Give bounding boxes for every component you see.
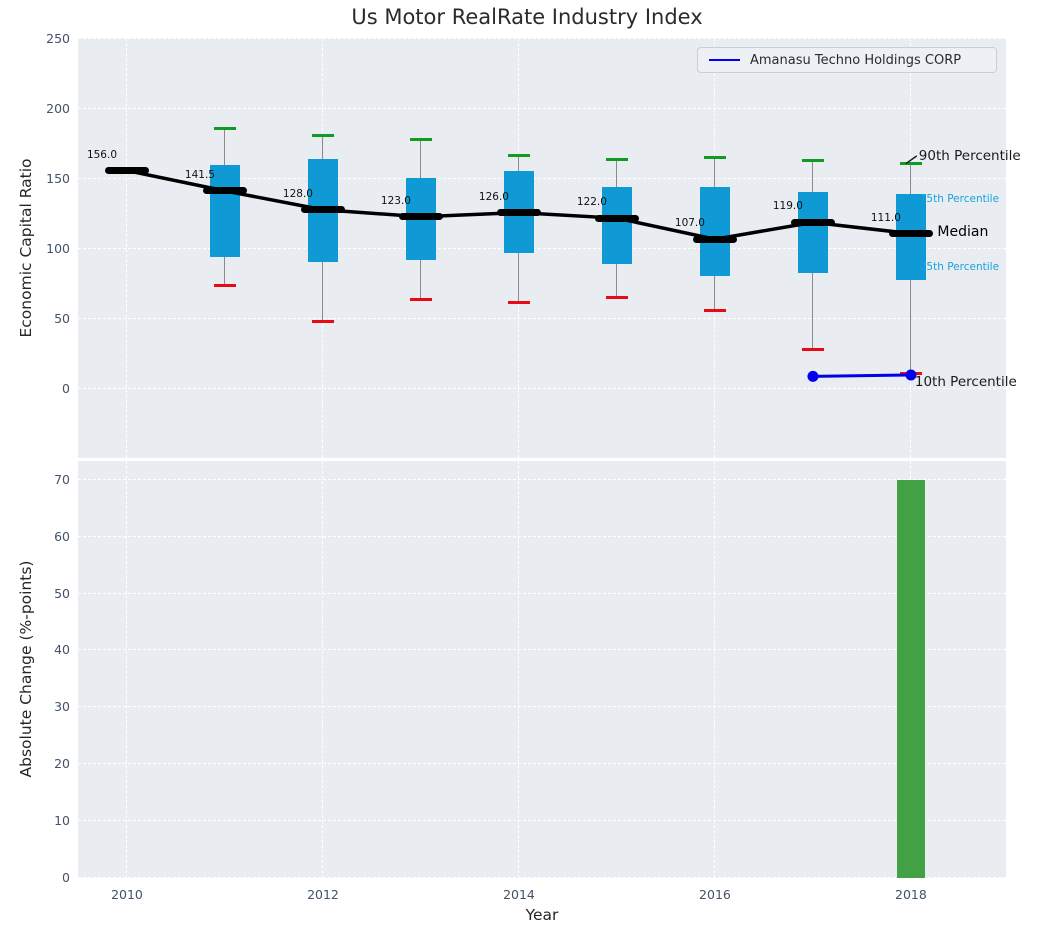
gridline-v-2010 (125, 38, 127, 458)
ytick-bottom-10: 10 (54, 813, 70, 829)
box-2015 (601, 187, 632, 265)
p90-cap-2015 (605, 157, 628, 161)
box-2017 (797, 191, 828, 273)
median-value-label-2016: 107.0 (674, 217, 705, 230)
p90-cap-2017 (801, 159, 824, 163)
ytick-bottom-30: 30 (54, 699, 70, 715)
median-marker-2016 (692, 235, 737, 243)
ytick-top-50: 50 (54, 310, 70, 326)
annotation-90th-percentile: 90th Percentile (918, 147, 1021, 164)
p10-cap-2012 (311, 320, 334, 324)
bar-2018 (896, 480, 925, 878)
gridline-h-100 (78, 247, 1006, 249)
annotation-leader-90th-percentile (905, 155, 918, 165)
x-axis-label: Year (525, 906, 559, 924)
gridline-h-0 (78, 877, 1006, 878)
xtick-2018: 2018 (895, 887, 927, 902)
ytick-top-0: 0 (62, 380, 70, 396)
median-marker-2017 (790, 218, 835, 226)
box-2016 (699, 187, 730, 276)
gridline-v-2010 (125, 461, 127, 878)
annotation-75th-percentile: 75th Percentile (919, 192, 1000, 205)
p90-cap-2013 (409, 138, 432, 142)
gridline-h-60 (78, 535, 1006, 537)
gridline-h-50 (78, 592, 1006, 594)
ytick-top-200: 200 (46, 100, 70, 116)
chart-title: Us Motor RealRate Industry Index (351, 5, 703, 29)
p90-cap-2016 (703, 156, 726, 160)
top-subplot-lines (126, 155, 918, 382)
gridline-h-10 (78, 820, 1006, 822)
ytick-bottom-20: 20 (54, 756, 70, 772)
annotation-median: Median (937, 223, 989, 240)
legend-label: Amanasu Techno Holdings CORP (750, 52, 962, 68)
legend-line-swatch (709, 59, 740, 61)
p10-cap-2013 (409, 297, 432, 301)
p10-cap-2014 (507, 300, 530, 304)
p10-cap-2015 (605, 296, 628, 300)
bottom-subplot (78, 461, 1006, 878)
annotation-25th-percentile: 25th Percentile (919, 260, 1000, 273)
xtick-2016: 2016 (699, 887, 731, 902)
gridline-h-250 (78, 37, 1006, 39)
median-marker-2014 (496, 209, 541, 217)
gridline-h-70 (78, 478, 1006, 480)
gridline-h-30 (78, 706, 1006, 708)
legend: Amanasu Techno Holdings CORP (697, 47, 997, 73)
median-value-label-2018: 111.0 (870, 211, 901, 224)
median-value-label-2017: 119.0 (772, 200, 803, 213)
gridline-h-200 (78, 107, 1006, 109)
ytick-bottom-40: 40 (54, 642, 70, 658)
ytick-bottom-0: 0 (62, 870, 70, 885)
gridline-h-50 (78, 317, 1006, 319)
p10-cap-2017 (801, 348, 824, 352)
xtick-2014: 2014 (503, 887, 535, 902)
median-marker-2018 (888, 230, 933, 238)
ytick-bottom-70: 70 (54, 471, 70, 487)
median-value-label-2014: 126.0 (478, 190, 509, 203)
gridline-h-40 (78, 649, 1006, 651)
gridline-h-150 (78, 177, 1006, 179)
median-marker-2010 (104, 167, 149, 175)
gridline-h-20 (78, 763, 1006, 765)
ytick-bottom-50: 50 (54, 585, 70, 601)
gridline-v-2016 (713, 461, 715, 878)
box-2018 (895, 194, 926, 280)
p90-cap-2012 (311, 134, 334, 138)
top-subplot: 156.0 141.5 128.0 123.0 126.0 122.0 107.0 119.0… (78, 37, 1021, 458)
median-marker-2015 (594, 214, 639, 222)
median-marker-2013 (398, 213, 443, 221)
p90-cap-2011 (213, 127, 236, 131)
median-value-label-2012: 128.0 (282, 187, 313, 200)
p90-cap-2018 (899, 162, 922, 166)
median-marker-2012 (300, 206, 345, 214)
median-marker-2011 (202, 187, 247, 195)
p90-cap-2014 (507, 153, 530, 157)
gridline-h-0 (78, 387, 1006, 389)
xtick-2012: 2012 (307, 887, 339, 902)
company-point-2017 (807, 370, 819, 382)
ytick-top-100: 100 (46, 240, 70, 256)
ytick-top-250: 250 (46, 30, 70, 46)
p10-cap-2011 (213, 283, 236, 287)
company-point-2018 (905, 369, 917, 381)
ytick-top-150: 150 (46, 170, 70, 186)
median-value-label-2013: 123.0 (380, 194, 411, 207)
company-line (812, 373, 911, 378)
xtick-2010: 2010 (111, 887, 143, 902)
p10-cap-2016 (703, 309, 726, 313)
annotation-10th-percentile: 10th Percentile (914, 374, 1017, 391)
box-2011 (209, 164, 240, 258)
ytick-bottom-60: 60 (54, 528, 70, 544)
gridline-v-2014 (517, 461, 519, 878)
gridline-v-2012 (321, 461, 323, 878)
median-value-label-2015: 122.0 (576, 196, 607, 209)
median-value-label-2010: 156.0 (86, 148, 117, 161)
median-value-label-2011: 141.5 (184, 168, 215, 181)
